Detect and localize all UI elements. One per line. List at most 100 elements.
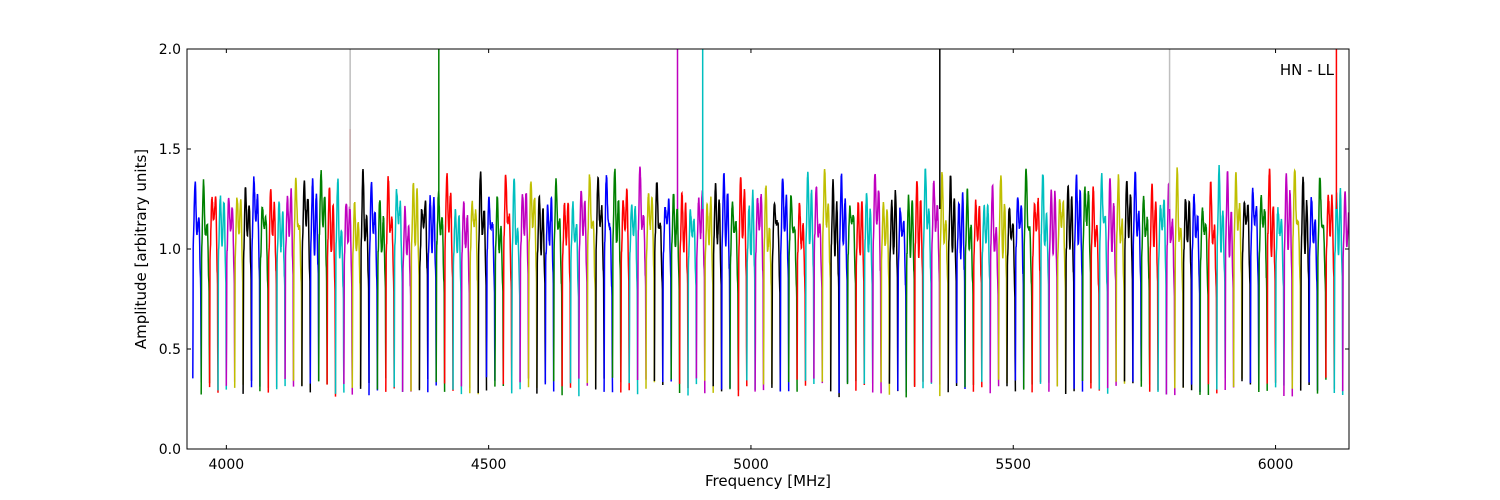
- series-line: [578, 190, 589, 386]
- series-line: [762, 185, 773, 385]
- series-line: [670, 193, 681, 394]
- series-line: [1182, 198, 1193, 391]
- series-line: [1190, 193, 1201, 393]
- series-line: [1174, 167, 1184, 389]
- series-line: [1299, 176, 1310, 391]
- series-line: [771, 201, 782, 392]
- series-line: [1148, 183, 1159, 392]
- series-line: [678, 190, 689, 389]
- series-line: [1031, 197, 1042, 393]
- series-line: [704, 196, 714, 393]
- series-line: [1283, 173, 1294, 397]
- series-line: [1325, 194, 1336, 389]
- series-line: [888, 189, 899, 392]
- series-line: [343, 203, 354, 395]
- series-line: [334, 178, 345, 394]
- series-line: [393, 188, 404, 393]
- series-line: [1115, 174, 1126, 384]
- y-axis-label: Amplitude [arbitrary units]: [132, 149, 150, 349]
- series-line: [922, 168, 933, 389]
- series-line: [1241, 200, 1252, 385]
- series-line: [1157, 199, 1168, 395]
- series-line: [939, 172, 949, 397]
- series-line: [1165, 182, 1176, 396]
- series-line: [1106, 178, 1117, 389]
- series-line: [846, 205, 857, 385]
- annotation-label: HN - LL: [1280, 61, 1335, 79]
- series-line: [494, 196, 505, 387]
- series-line: [1006, 206, 1017, 392]
- series-line: [594, 175, 605, 390]
- series-line: [930, 180, 941, 385]
- series-line: [1224, 171, 1235, 391]
- series-line: [687, 209, 698, 396]
- series-line: [435, 191, 446, 392]
- x-tick-label: 5000: [733, 457, 769, 473]
- x-tick-label: 5500: [995, 457, 1031, 473]
- series-line: [1048, 189, 1059, 392]
- series-line: [1123, 180, 1134, 384]
- series-line: [737, 177, 748, 397]
- series-line: [1258, 195, 1268, 393]
- series-line: [351, 201, 362, 388]
- series-line: [603, 175, 614, 393]
- series-line: [695, 190, 706, 394]
- series-line: [1316, 177, 1327, 394]
- x-axis-label: Frequency [MHz]: [705, 472, 831, 490]
- series-line: [787, 195, 798, 392]
- series-line: [401, 205, 412, 392]
- series-line: [1266, 168, 1277, 384]
- series-line: [225, 197, 236, 386]
- series-line: [838, 173, 849, 394]
- y-axis: 0.0 0.5 1.0 1.5 2.0: [159, 42, 1349, 458]
- series-line: [510, 178, 521, 394]
- series-line: [1090, 186, 1101, 391]
- series-line: [552, 178, 563, 396]
- series-line: [561, 202, 572, 388]
- series-line: [502, 174, 513, 391]
- series-line: [779, 178, 790, 392]
- series-line: [645, 193, 656, 389]
- series-line: [636, 166, 647, 381]
- series-line: [1199, 207, 1210, 396]
- series-line: [326, 187, 337, 397]
- series-line: [997, 175, 1008, 384]
- series-line: [250, 176, 261, 388]
- series-line: [863, 192, 874, 384]
- series-traces: [192, 49, 1349, 398]
- series-line: [309, 178, 320, 384]
- series-line: [385, 176, 395, 392]
- series-line: [972, 199, 983, 392]
- series-line: [628, 204, 639, 395]
- series-line: [611, 168, 622, 383]
- y-tick-label: 2.0: [159, 42, 181, 58]
- series-line: [359, 169, 370, 389]
- y-tick-label: 1.5: [159, 142, 181, 158]
- series-line: [469, 200, 479, 395]
- series-line: [829, 179, 840, 398]
- series-line: [913, 181, 924, 388]
- series-line: [1140, 195, 1151, 387]
- series-line: [620, 188, 630, 393]
- series-line: [418, 200, 429, 391]
- series-line: [662, 198, 672, 383]
- series-line: [720, 173, 731, 390]
- y-tick-label: 0.5: [159, 342, 181, 358]
- series-line: [527, 181, 538, 388]
- series-line: [1232, 172, 1243, 388]
- series-line: [485, 196, 496, 381]
- series-line: [586, 174, 597, 389]
- series-line: [267, 189, 278, 393]
- series-line: [519, 193, 530, 383]
- x-tick-label: 4000: [209, 457, 245, 473]
- series-line: [317, 170, 328, 385]
- series-line: [376, 200, 387, 390]
- series-line: [368, 181, 379, 396]
- series-line: [855, 201, 866, 391]
- series-line: [981, 203, 991, 384]
- series-line: [1132, 171, 1143, 382]
- series-line: [443, 173, 454, 391]
- series-line: [259, 206, 270, 392]
- series-line: [1341, 191, 1349, 392]
